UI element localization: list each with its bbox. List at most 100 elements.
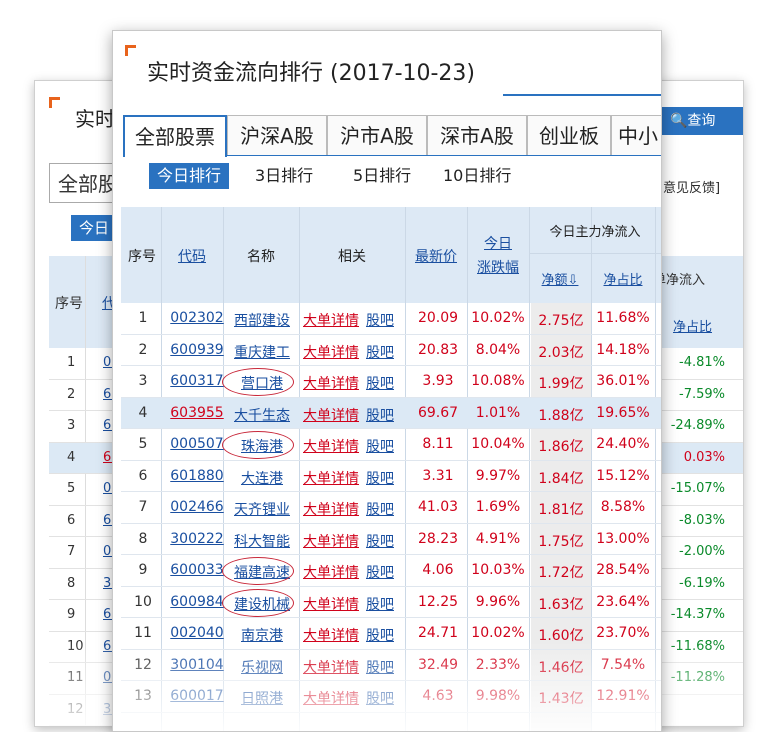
table-row: 7 002466 天齐锂业 大单详情 股吧 41.03 1.69% 1.81亿 8.58% (121, 492, 661, 524)
row-net-amount: 1.88亿 (538, 407, 584, 424)
back-row-seq: 9 (67, 607, 76, 622)
back-header-net-flow: 单净流入 (653, 273, 706, 288)
row-forum-link[interactable]: 股吧 (366, 344, 394, 361)
header-divider (529, 253, 661, 254)
header-change-line2[interactable]: 涨跌幅 (477, 260, 519, 276)
back-row-ratio: -24.89% (670, 418, 725, 433)
header-net-amount[interactable]: 净额⇩ (541, 273, 579, 288)
row-big-order-link[interactable]: 大单详情 (303, 439, 359, 455)
tab-today-rank[interactable]: 今日排行 (149, 163, 230, 189)
header-code[interactable]: 代码 (178, 249, 206, 265)
row-big-order-link[interactable]: 大单详情 (303, 470, 359, 487)
row-big-order-link[interactable]: 大单详情 (303, 628, 359, 644)
row-code-link[interactable]: 600984 (170, 593, 224, 610)
col-divider (529, 207, 530, 731)
row-code-link[interactable]: 600033 (170, 562, 224, 578)
title-underline (503, 94, 661, 96)
header-name: 名称 (247, 249, 275, 265)
back-row-seq: 3 (67, 418, 76, 433)
row-code-link[interactable]: 002040 (170, 625, 224, 641)
row-net-ratio: 11.68% (596, 310, 650, 326)
row-code-link[interactable]: 002466 (170, 499, 224, 515)
row-code-link[interactable]: 002302 (170, 310, 224, 326)
row-big-order-link[interactable]: 大单详情 (303, 376, 359, 392)
table-row: 5 000507 珠海港 大单详情 股吧 8.11 10.04% 1.86亿 24.40% (121, 429, 661, 461)
row-code-link[interactable]: 000507 (170, 436, 224, 452)
tab-gem[interactable]: 创业板 (527, 115, 611, 155)
row-price: 3.31 (422, 467, 454, 484)
row-price: 20.83 (417, 341, 459, 358)
back-row-seq: 7 (67, 544, 76, 559)
row-big-order-link[interactable]: 大单详情 (303, 313, 359, 329)
row-net-amount: 2.03亿 (538, 344, 584, 361)
market-tabs: 全部股票 沪深A股 沪市A股 深市A股 创业板 中小 (123, 115, 661, 157)
row-forum-link[interactable]: 股吧 (366, 565, 394, 581)
row-code-link[interactable]: 601880 (170, 467, 224, 484)
row-name-link[interactable]: 大千生态 (234, 407, 290, 424)
back-header-seq: 序号 (55, 296, 83, 312)
row-name-link[interactable]: 重庆建工 (234, 344, 290, 361)
header-seq: 序号 (128, 249, 156, 265)
col-divider (161, 207, 162, 731)
tab-all-stocks[interactable]: 全部股票 (123, 115, 227, 157)
tab-3day-rank[interactable]: 3日排行 (255, 166, 314, 185)
row-net-ratio: 13.00% (596, 530, 650, 547)
row-code-link[interactable]: 603955 (170, 404, 224, 421)
row-net-amount: 2.75亿 (538, 313, 584, 329)
back-row-seq: 1 (67, 355, 76, 370)
row-net-amount: 1.84亿 (538, 470, 584, 487)
tab-10day-rank[interactable]: 10日排行 (443, 166, 512, 185)
row-big-order-link[interactable]: 大单详情 (303, 407, 359, 424)
tab-5day-rank[interactable]: 5日排行 (353, 166, 412, 185)
row-big-order-link[interactable]: 大单详情 (303, 533, 359, 550)
row-forum-link[interactable]: 股吧 (366, 533, 394, 550)
row-forum-link[interactable]: 股吧 (366, 470, 394, 487)
row-net-amount: 1.81亿 (538, 502, 584, 518)
row-code-link[interactable]: 600317 (170, 373, 224, 389)
row-forum-link[interactable]: 股吧 (366, 439, 394, 455)
corner-mark-icon (125, 45, 136, 56)
row-forum-link[interactable]: 股吧 (366, 407, 394, 424)
tab-hs-a[interactable]: 沪深A股 (227, 115, 327, 155)
col-divider (655, 207, 656, 731)
feedback-link[interactable]: 意见反馈] (663, 181, 721, 196)
row-big-order-link[interactable]: 大单详情 (303, 565, 359, 581)
row-name-link[interactable]: 南京港 (241, 628, 283, 644)
tab-sh-a[interactable]: 沪市A股 (327, 115, 427, 155)
row-name-link[interactable]: 大连港 (241, 470, 283, 487)
row-net-amount: 1.60亿 (538, 628, 584, 644)
header-change-line1[interactable]: 今日 (484, 236, 512, 252)
back-col-divider (85, 256, 86, 726)
row-change: 9.96% (475, 593, 521, 610)
row-net-ratio: 24.40% (596, 436, 650, 452)
row-name-link[interactable]: 西部建设 (234, 313, 290, 329)
row-price: 12.25 (417, 593, 459, 610)
header-net-ratio[interactable]: 净占比 (603, 273, 643, 288)
back-row-seq: 4 (67, 449, 76, 465)
row-price: 28.23 (417, 530, 459, 547)
tab-sz-a[interactable]: 深市A股 (427, 115, 527, 155)
row-big-order-link[interactable]: 大单详情 (303, 502, 359, 518)
header-price[interactable]: 最新价 (415, 249, 457, 265)
row-name-link[interactable]: 天齐锂业 (234, 502, 290, 518)
row-name-link[interactable]: 科大智能 (234, 533, 290, 550)
row-forum-link[interactable]: 股吧 (366, 313, 394, 329)
query-button[interactable]: 🔍查询 (660, 107, 743, 135)
row-price: 4.06 (422, 562, 454, 578)
row-net-ratio: 36.01% (596, 373, 650, 389)
table-row: 10 600984 建设机械 大单详情 股吧 12.25 9.96% 1.63亿 23.64% (121, 587, 661, 618)
tab-sme[interactable]: 中小 (611, 115, 661, 155)
row-net-amount: 1.63亿 (538, 596, 584, 613)
table-row: 3 600317 营口港 大单详情 股吧 3.93 10.08% 1.99亿 36.01% (121, 366, 661, 398)
name-highlight-circle (222, 368, 294, 396)
row-net-amount: 1.99亿 (538, 376, 584, 392)
row-forum-link[interactable]: 股吧 (366, 376, 394, 392)
row-big-order-link[interactable]: 大单详情 (303, 344, 359, 361)
row-code-link[interactable]: 600939 (170, 341, 224, 358)
row-forum-link[interactable]: 股吧 (366, 596, 394, 613)
row-code-link[interactable]: 300222 (170, 530, 224, 547)
row-forum-link[interactable]: 股吧 (366, 502, 394, 518)
back-header-ratio[interactable]: 净占比 (673, 320, 713, 335)
row-big-order-link[interactable]: 大单详情 (303, 596, 359, 613)
row-forum-link[interactable]: 股吧 (366, 628, 394, 644)
